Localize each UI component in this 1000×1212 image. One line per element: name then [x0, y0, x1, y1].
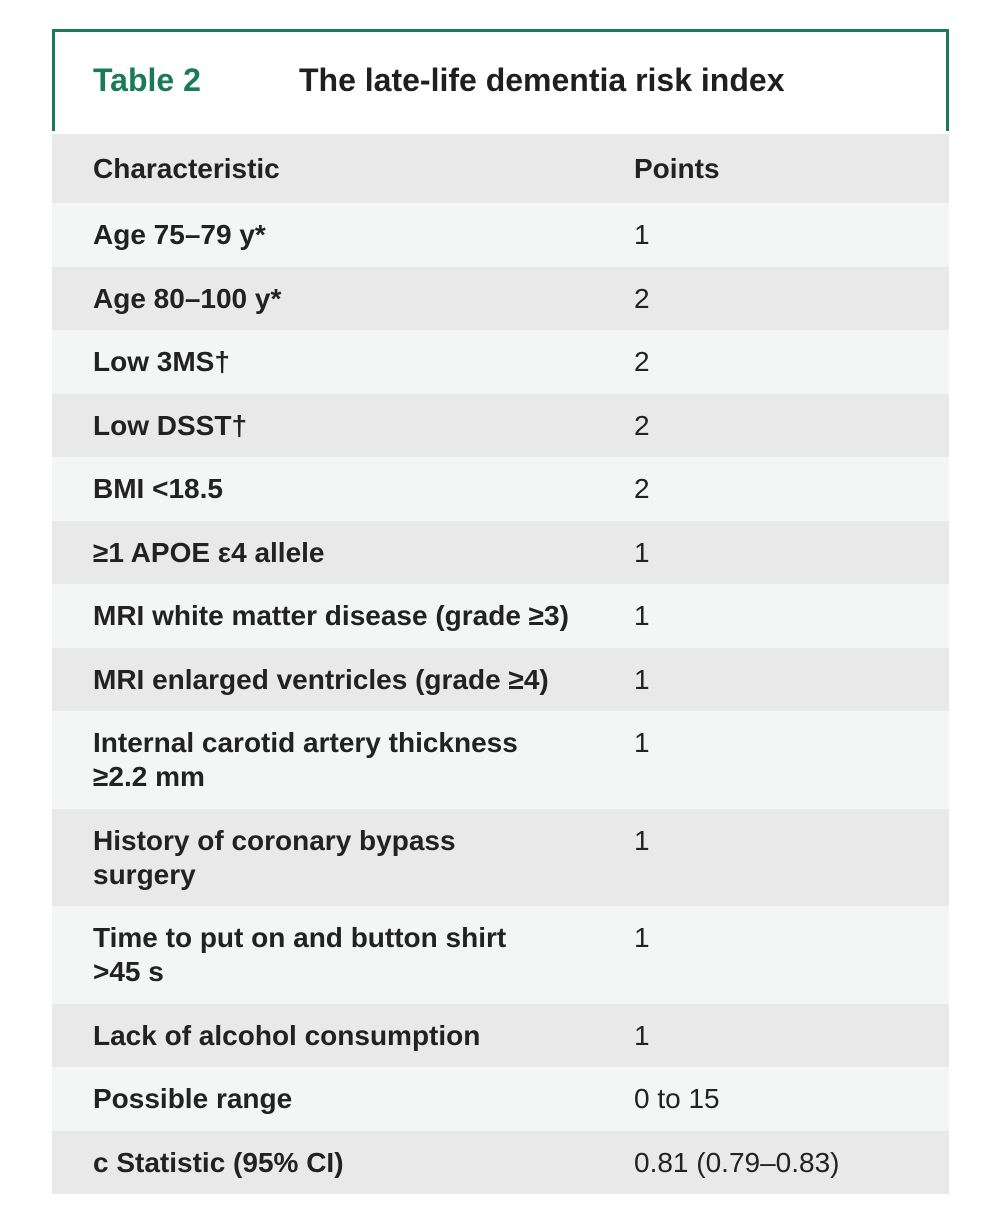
table-row: Age 80–100 y* 2 — [52, 266, 949, 330]
characteristic-cell: MRI white matter disease (grade ≥3) — [93, 600, 569, 631]
characteristic-cell: Time to put on and button shirt >45 s — [93, 922, 507, 987]
column-header-row: Characteristic Points — [52, 134, 949, 203]
table-row: Time to put on and button shirt >45 s 1 — [52, 906, 949, 1004]
dementia-risk-table: Table 2 The late-life dementia risk inde… — [52, 29, 949, 1194]
table-header: Table 2 The late-life dementia risk inde… — [52, 29, 949, 131]
column-header-characteristic: Characteristic — [93, 153, 280, 184]
points-cell: 1 — [634, 1019, 650, 1051]
table-row: ≥1 APOE ε4 allele 1 — [52, 520, 949, 584]
characteristic-cell: BMI <18.5 — [93, 473, 223, 504]
characteristic-cell: MRI enlarged ventricles (grade ≥4) — [93, 663, 549, 695]
table-row: Age 75–79 y* 1 — [52, 203, 949, 267]
points-cell: 0 to 15 — [634, 1083, 720, 1114]
characteristic-cell: Low DSST† — [93, 409, 248, 441]
characteristic-cell: Low 3MS† — [93, 346, 230, 377]
points-cell: 2 — [634, 346, 650, 377]
table-row: c Statistic (95% CI) 0.81 (0.79–0.83) — [52, 1130, 949, 1194]
points-cell: 1 — [634, 219, 650, 250]
column-header-points: Points — [634, 153, 720, 184]
table-row: MRI white matter disease (grade ≥3) 1 — [52, 584, 949, 648]
table-row: MRI enlarged ventricles (grade ≥4) 1 — [52, 647, 949, 711]
characteristic-cell: Age 75–79 y* — [93, 219, 266, 250]
table-row: Low DSST† 2 — [52, 393, 949, 457]
points-cell: 1 — [634, 824, 650, 856]
points-cell: 2 — [634, 409, 650, 441]
table-row: BMI <18.5 2 — [52, 457, 949, 521]
table-row: Internal carotid artery thickness ≥2.2 m… — [52, 711, 949, 809]
points-cell: 1 — [634, 600, 650, 631]
header-divider — [52, 131, 949, 134]
points-cell: 1 — [634, 727, 650, 758]
points-cell: 1 — [634, 922, 650, 953]
characteristic-cell: History of coronary bypass surgery — [93, 824, 456, 890]
table-row: Lack of alcohol consumption 1 — [52, 1003, 949, 1067]
points-cell: 0.81 (0.79–0.83) — [634, 1146, 840, 1178]
characteristic-cell: ≥1 APOE ε4 allele — [93, 536, 325, 568]
characteristic-cell: Internal carotid artery thickness ≥2.2 m… — [93, 727, 518, 792]
table-row: Low 3MS† 2 — [52, 330, 949, 394]
table-title: The late-life dementia risk index — [299, 62, 785, 98]
points-cell: 2 — [634, 473, 650, 504]
points-cell: 1 — [634, 536, 650, 568]
characteristic-cell: Possible range — [93, 1083, 293, 1114]
table-label: Table 2 — [93, 62, 201, 98]
table-row: Possible range 0 to 15 — [52, 1067, 949, 1131]
characteristic-cell: Lack of alcohol consumption — [93, 1019, 481, 1051]
points-cell: 1 — [634, 663, 650, 695]
points-cell: 2 — [634, 282, 650, 314]
table-row: History of coronary bypass surgery 1 — [52, 808, 949, 906]
characteristic-cell: c Statistic (95% CI) — [93, 1146, 344, 1178]
characteristic-cell: Age 80–100 y* — [93, 282, 282, 314]
